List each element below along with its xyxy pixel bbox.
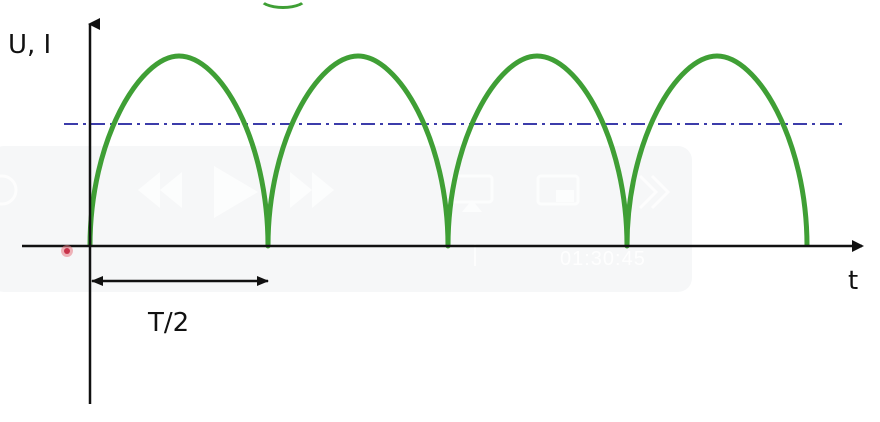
- play-icon[interactable]: [214, 166, 258, 218]
- airplay-icon[interactable]: [450, 174, 494, 212]
- picture-in-picture-icon[interactable]: [536, 174, 580, 206]
- period-label: T/2: [148, 308, 190, 338]
- y-axis-label: U, I: [8, 30, 52, 60]
- progress-bar[interactable]: [474, 244, 476, 266]
- video-player-overlay[interactable]: [0, 146, 692, 292]
- fast-forward-icon[interactable]: [290, 172, 334, 208]
- player-time: 01:30:45: [560, 248, 646, 270]
- x-axis-label: t: [848, 266, 859, 296]
- skip-forward-icon[interactable]: [638, 174, 671, 210]
- rewind-icon[interactable]: [138, 172, 182, 208]
- mouse-cursor-indicator: [61, 245, 73, 257]
- partial-control-icon[interactable]: [0, 174, 18, 206]
- player-controls[interactable]: [0, 166, 671, 266]
- rectified-wave: [87, 53, 810, 249]
- top-marker: [258, 0, 308, 9]
